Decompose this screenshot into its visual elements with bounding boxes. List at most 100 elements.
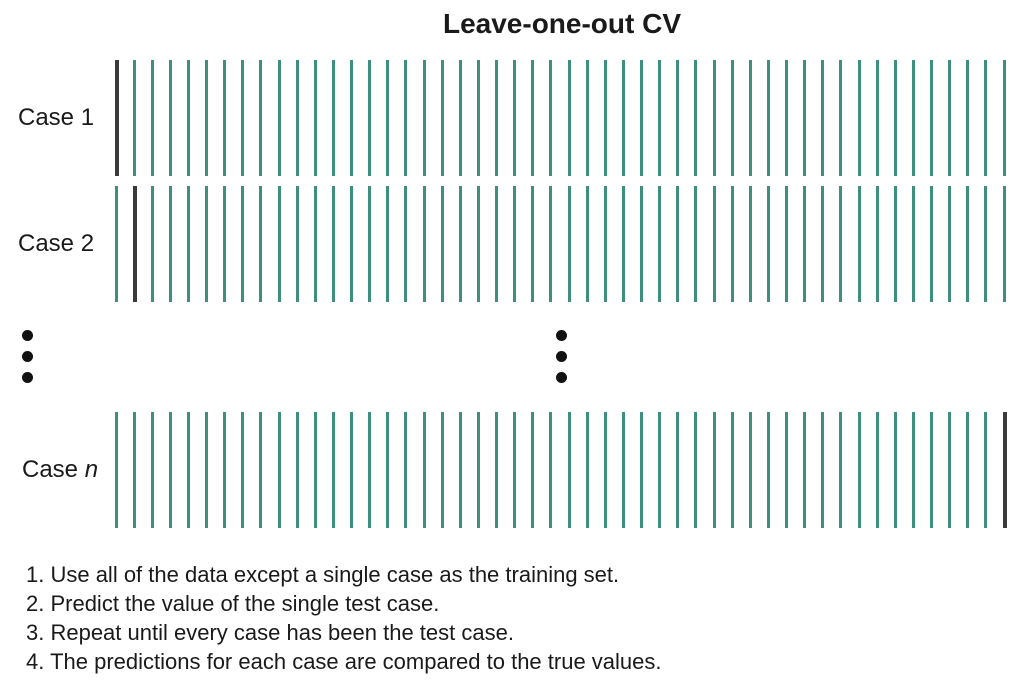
training-case-bar [168, 186, 172, 302]
training-case-bar [730, 412, 734, 528]
training-case-bar [857, 412, 861, 528]
training-case-bar [404, 412, 408, 528]
training-case-bar [476, 60, 480, 176]
training-case-bar [966, 412, 970, 528]
training-case-bar [821, 60, 825, 176]
training-case-bar [331, 412, 335, 528]
training-case-bar [875, 412, 879, 528]
training-case-bar [186, 412, 190, 528]
training-case-bar [513, 60, 517, 176]
training-case-bar [966, 60, 970, 176]
training-case-bar [893, 60, 897, 176]
step-item: 1. Use all of the data except a single c… [26, 562, 620, 587]
training-case-bar [458, 412, 462, 528]
training-case-bar [821, 186, 825, 302]
training-case-bar [839, 186, 843, 302]
training-case-bar [440, 412, 444, 528]
training-case-bar [621, 412, 625, 528]
training-case-bar [259, 186, 263, 302]
training-case-bar [766, 186, 770, 302]
training-case-bar [295, 60, 299, 176]
training-case-bar [803, 60, 807, 176]
training-case-bar [404, 186, 408, 302]
training-case-bar [567, 412, 571, 528]
training-case-bar [567, 186, 571, 302]
training-case-bar [259, 60, 263, 176]
training-case-bar [640, 60, 644, 176]
training-case-bar [658, 186, 662, 302]
training-case-bar [893, 412, 897, 528]
training-case-bar [350, 412, 354, 528]
training-case-bar [803, 412, 807, 528]
training-case-bar [857, 186, 861, 302]
training-case-bar [186, 186, 190, 302]
training-case-bar [585, 60, 589, 176]
training-case-bar [295, 186, 299, 302]
diagram-title: Leave-one-out CV [442, 8, 682, 39]
row-label-index: n [84, 456, 99, 483]
training-case-bar [1002, 60, 1006, 176]
training-case-bar [513, 412, 517, 528]
training-case-bar [368, 186, 372, 302]
dot [556, 351, 567, 362]
training-case-bar [676, 186, 680, 302]
training-case-bar [930, 60, 933, 176]
training-case-bar [440, 186, 444, 302]
training-case-bar [168, 60, 172, 176]
training-case-bar [658, 60, 662, 176]
training-case-bar [603, 186, 607, 302]
row-bars-case-1 [0, 60, 1032, 176]
training-case-bar [223, 412, 227, 528]
training-case-bar [640, 412, 644, 528]
training-case-bar [694, 60, 698, 176]
training-case-bar [585, 186, 589, 302]
training-case-bar [313, 412, 317, 528]
row-label-case-n: Case n [22, 456, 98, 484]
training-case-bar [857, 60, 861, 176]
training-case-bar [368, 60, 372, 176]
training-case-bar [476, 186, 480, 302]
training-case-bar [984, 412, 988, 528]
training-case-bar [386, 412, 390, 528]
step-item: 2. Predict the value of the single test … [26, 591, 440, 616]
training-case-bar [911, 412, 915, 528]
training-case-bar [168, 412, 172, 528]
test-case-bar [132, 186, 137, 302]
training-case-bar [404, 60, 408, 176]
row-bars-case-2 [0, 186, 1032, 302]
training-case-bar [567, 60, 571, 176]
training-case-bar [694, 186, 698, 302]
training-case-bar [748, 186, 752, 302]
training-case-bar [785, 186, 789, 302]
training-case-bar [150, 186, 154, 302]
training-case-bar [277, 186, 281, 302]
training-case-bar [259, 412, 263, 528]
training-case-bar [549, 60, 553, 176]
training-case-bar [114, 412, 118, 528]
training-case-bar [350, 186, 354, 302]
training-case-bar [712, 186, 716, 302]
training-case-bar [930, 186, 933, 302]
training-case-bar [241, 186, 245, 302]
training-case-bar [476, 412, 480, 528]
training-case-bar [241, 60, 245, 176]
training-case-bar [694, 412, 698, 528]
training-case-bar [350, 60, 354, 176]
training-case-bar [966, 186, 970, 302]
training-case-bar [386, 186, 390, 302]
dot [22, 372, 33, 383]
training-case-bar [730, 186, 734, 302]
training-case-bar [150, 60, 154, 176]
training-case-bar [114, 186, 118, 302]
training-case-bar [458, 60, 462, 176]
training-case-bar [603, 412, 607, 528]
step-item: 4. The predictions for each case are com… [26, 649, 662, 674]
dot [556, 372, 567, 383]
training-case-bar [495, 412, 499, 528]
training-case-bar [875, 186, 879, 302]
training-case-bar [132, 60, 136, 176]
training-case-bar [948, 412, 952, 528]
training-case-bar [585, 412, 589, 528]
dot [556, 330, 567, 341]
row-label-text: Case [18, 230, 81, 257]
